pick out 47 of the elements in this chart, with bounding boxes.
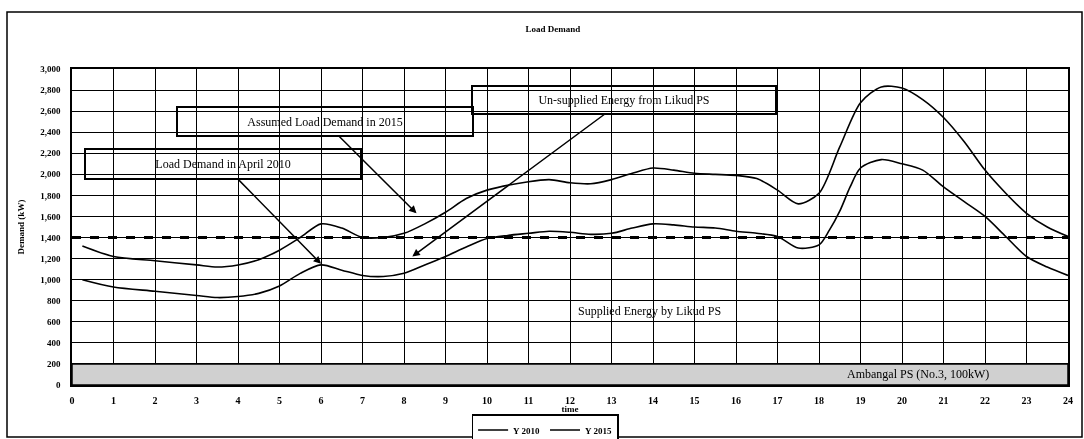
x-tick-label: 8 bbox=[401, 394, 407, 406]
x-tick-label: 21 bbox=[938, 394, 949, 406]
x-tick-label: 7 bbox=[360, 394, 365, 406]
x-tick-label: 19 bbox=[855, 394, 866, 406]
y-tick-label: 1,400 bbox=[40, 232, 61, 243]
y-tick-label: 0 bbox=[55, 380, 61, 391]
y-tick-label: 1,600 bbox=[40, 211, 61, 222]
x-tick-label: 20 bbox=[897, 394, 907, 406]
x-axis-title: time bbox=[561, 404, 579, 414]
x-tick-label: 12 bbox=[565, 394, 575, 406]
y-tick-label: 200 bbox=[46, 359, 61, 370]
x-tick-label: 10 bbox=[482, 394, 492, 406]
x-tick-label: 5 bbox=[277, 394, 282, 406]
y-tick-label: 1,800 bbox=[40, 190, 61, 201]
x-tick-label: 23 bbox=[1021, 394, 1032, 406]
y-tick-label: 2,000 bbox=[40, 169, 61, 180]
x-tick-label: 16 bbox=[731, 394, 741, 406]
y-tick-label: 3,000 bbox=[40, 64, 61, 75]
x-tick-label: 15 bbox=[689, 394, 700, 406]
y-tick-label: 2,400 bbox=[40, 127, 61, 138]
x-tick-label: 14 bbox=[648, 394, 658, 406]
x-tick-label: 2 bbox=[152, 394, 158, 406]
y-tick-label: 600 bbox=[46, 316, 61, 327]
y-tick-label: 800 bbox=[46, 295, 61, 306]
y-tick-label: 2,800 bbox=[40, 85, 61, 96]
y-tick-label: 2,200 bbox=[40, 148, 61, 159]
chart-title: Load Demand bbox=[525, 24, 581, 35]
y-tick-label: 1,000 bbox=[40, 274, 61, 285]
x-tick-label: 0 bbox=[69, 394, 75, 406]
x-tick-label: 11 bbox=[523, 394, 534, 406]
x-tick-label: 18 bbox=[814, 394, 824, 406]
x-tick-label: 24 bbox=[1063, 394, 1073, 406]
band-label: Ambangal PS (No.3, 100kW) bbox=[847, 367, 990, 381]
legend-label: Y 2015 bbox=[585, 425, 612, 436]
x-tick-label: 17 bbox=[772, 394, 783, 406]
y-tick-label: 2,600 bbox=[40, 106, 61, 117]
y-tick-label: 400 bbox=[46, 338, 61, 349]
legend-label: Y 2010 bbox=[513, 425, 541, 436]
x-tick-label: 9 bbox=[443, 394, 448, 406]
x-tick-label: 22 bbox=[980, 394, 990, 406]
y-tick-label: 1,200 bbox=[40, 253, 61, 264]
y-axis-title: Demand (kW) bbox=[16, 199, 27, 255]
x-tick-label: 6 bbox=[318, 394, 324, 406]
x-tick-label: 4 bbox=[235, 394, 241, 406]
x-tick-label: 13 bbox=[606, 394, 617, 406]
x-tick-label: 3 bbox=[194, 394, 199, 406]
x-tick-label: 1 bbox=[111, 394, 116, 406]
